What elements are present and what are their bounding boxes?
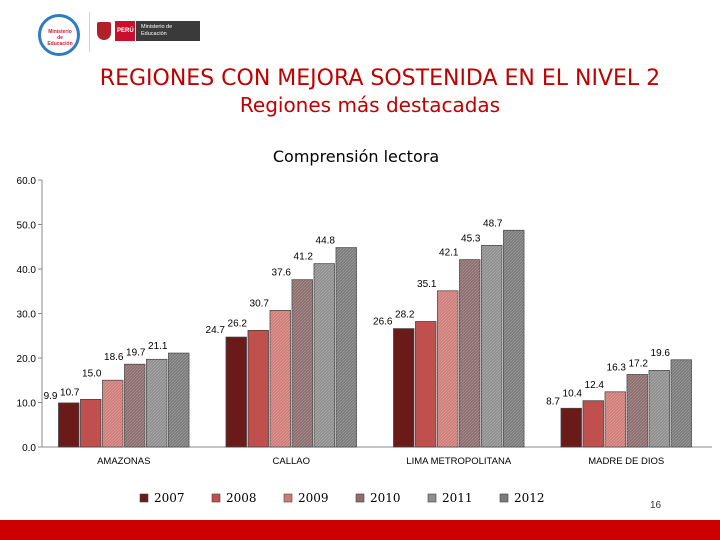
page-title: REGIONES CON MEJORA SOSTENIDA EN EL NIVE…: [99, 66, 661, 91]
bar-chart: Comprensión lectora 0.0 10.0 20.0 30.0 40.0 5…: [17, 147, 712, 505]
bar-2008-2: [415, 321, 437, 448]
legend-swatch-2010: [355, 493, 365, 503]
chart-data-labels: 9.9 10.715.018.6 19.721.124.726.230.737.64…: [44, 218, 671, 407]
bar-2007-0: [58, 402, 80, 448]
data-label: 9.9: [44, 391, 58, 402]
data-label: 37.6: [272, 268, 292, 279]
y-tick-label: 30.0: [17, 310, 37, 321]
bar-2008-0: [80, 398, 102, 448]
coat-of-arms-icon: [97, 22, 111, 40]
legend-label-2009: 2009: [298, 491, 329, 505]
x-category-label: CALLAO: [273, 456, 311, 467]
data-label: 45.3: [461, 233, 481, 244]
y-tick-label: 20.0: [17, 354, 37, 365]
bar-hatch: [102, 380, 123, 447]
data-label: 17.2: [629, 358, 649, 369]
data-label: 12.4: [585, 380, 605, 391]
data-label: 24.7: [206, 325, 226, 336]
legend-label-2011: 2011: [442, 491, 473, 505]
data-label: 8.7: [546, 396, 560, 407]
data-label: 30.7: [250, 298, 270, 309]
peru-badge: [115, 21, 135, 41]
legend-label-2010: 2010: [370, 491, 401, 505]
data-label: 16.3: [607, 362, 627, 373]
legend-label-2008: 2008: [226, 491, 257, 505]
bar-hatch: [292, 279, 313, 447]
bar-hatch: [481, 245, 502, 447]
bar-hatch: [671, 359, 692, 447]
legend-swatch-2008: [211, 493, 221, 503]
legend-swatch-2007: [139, 493, 149, 503]
peru-label: PERÚ: [117, 28, 134, 34]
bar-hatch: [314, 263, 335, 447]
data-label: 10.7: [60, 387, 80, 398]
bar-2008-3: [582, 400, 604, 448]
chart-x-labels: AMAZONAS CALLAO LIMA METROPOLITANA MADRE DE…: [97, 456, 664, 467]
y-tick-label: 0.0: [22, 443, 36, 454]
data-label: 41.2: [294, 252, 314, 263]
page-subtitle: Regiones más destacadas: [239, 93, 501, 117]
data-label: 10.4: [563, 389, 583, 400]
x-category-label: AMAZONAS: [97, 456, 150, 467]
data-label: 48.7: [483, 218, 503, 229]
legend-label-2007: 2007: [154, 491, 185, 505]
data-label: 15.0: [82, 368, 102, 379]
x-category-label: LIMA METROPOLITANA: [406, 456, 512, 467]
y-tick-label: 10.0: [17, 399, 37, 410]
data-label: 19.7: [126, 347, 146, 358]
bar-hatch: [270, 310, 291, 447]
data-label: 42.1: [439, 248, 459, 259]
bar-hatch: [605, 391, 626, 447]
page-number: 16: [650, 500, 662, 511]
bar-2007-2: [393, 328, 415, 448]
data-label: 44.8: [316, 236, 336, 247]
bar-hatch: [627, 374, 648, 447]
chart-title: Comprensión lectora: [273, 147, 439, 166]
legend-swatch-2011: [427, 493, 437, 503]
bar-2007-3: [560, 407, 582, 448]
y-tick-label: 50.0: [17, 221, 37, 232]
footer-bar: [0, 520, 720, 540]
header-divider: [89, 12, 90, 52]
data-label: 18.6: [104, 352, 124, 363]
data-label: 35.1: [417, 279, 437, 290]
ministry-label: Ministerio de Educación: [141, 24, 173, 37]
bar-2007-1: [225, 336, 247, 448]
data-label: 26.6: [373, 317, 393, 328]
legend-swatch-2009: [283, 493, 293, 503]
data-label: 19.6: [651, 348, 671, 359]
chart-bars: [58, 229, 692, 448]
bar-hatch: [437, 290, 458, 447]
bar-hatch: [124, 364, 145, 447]
x-category-label: MADRE DE DIOS: [588, 456, 664, 467]
header: Ministerio de Educación PERÚ Ministerio …: [0, 0, 720, 60]
y-tick-label: 60.0: [17, 176, 37, 187]
data-label: 21.1: [148, 341, 168, 352]
y-tick-label: 40.0: [17, 265, 37, 276]
data-label: 26.2: [228, 318, 248, 329]
legend-swatch-2012: [499, 493, 509, 503]
legend-label-2012: 2012: [514, 491, 545, 505]
bar-2008-1: [247, 330, 269, 448]
bar-hatch: [168, 353, 189, 447]
ministry-badge: [136, 21, 200, 41]
bar-hatch: [503, 230, 524, 447]
bar-hatch: [459, 259, 480, 447]
campaign-logo-text: Ministerio de Educación: [47, 29, 73, 47]
bar-hatch: [649, 370, 670, 447]
chart-legend: 2007 2008 2009 2010 2011 2012: [139, 491, 545, 505]
campaign-logo: Ministerio de Educación: [38, 14, 80, 56]
bar-hatch: [336, 247, 357, 447]
bar-hatch: [146, 359, 167, 447]
data-label: 28.2: [395, 310, 415, 321]
